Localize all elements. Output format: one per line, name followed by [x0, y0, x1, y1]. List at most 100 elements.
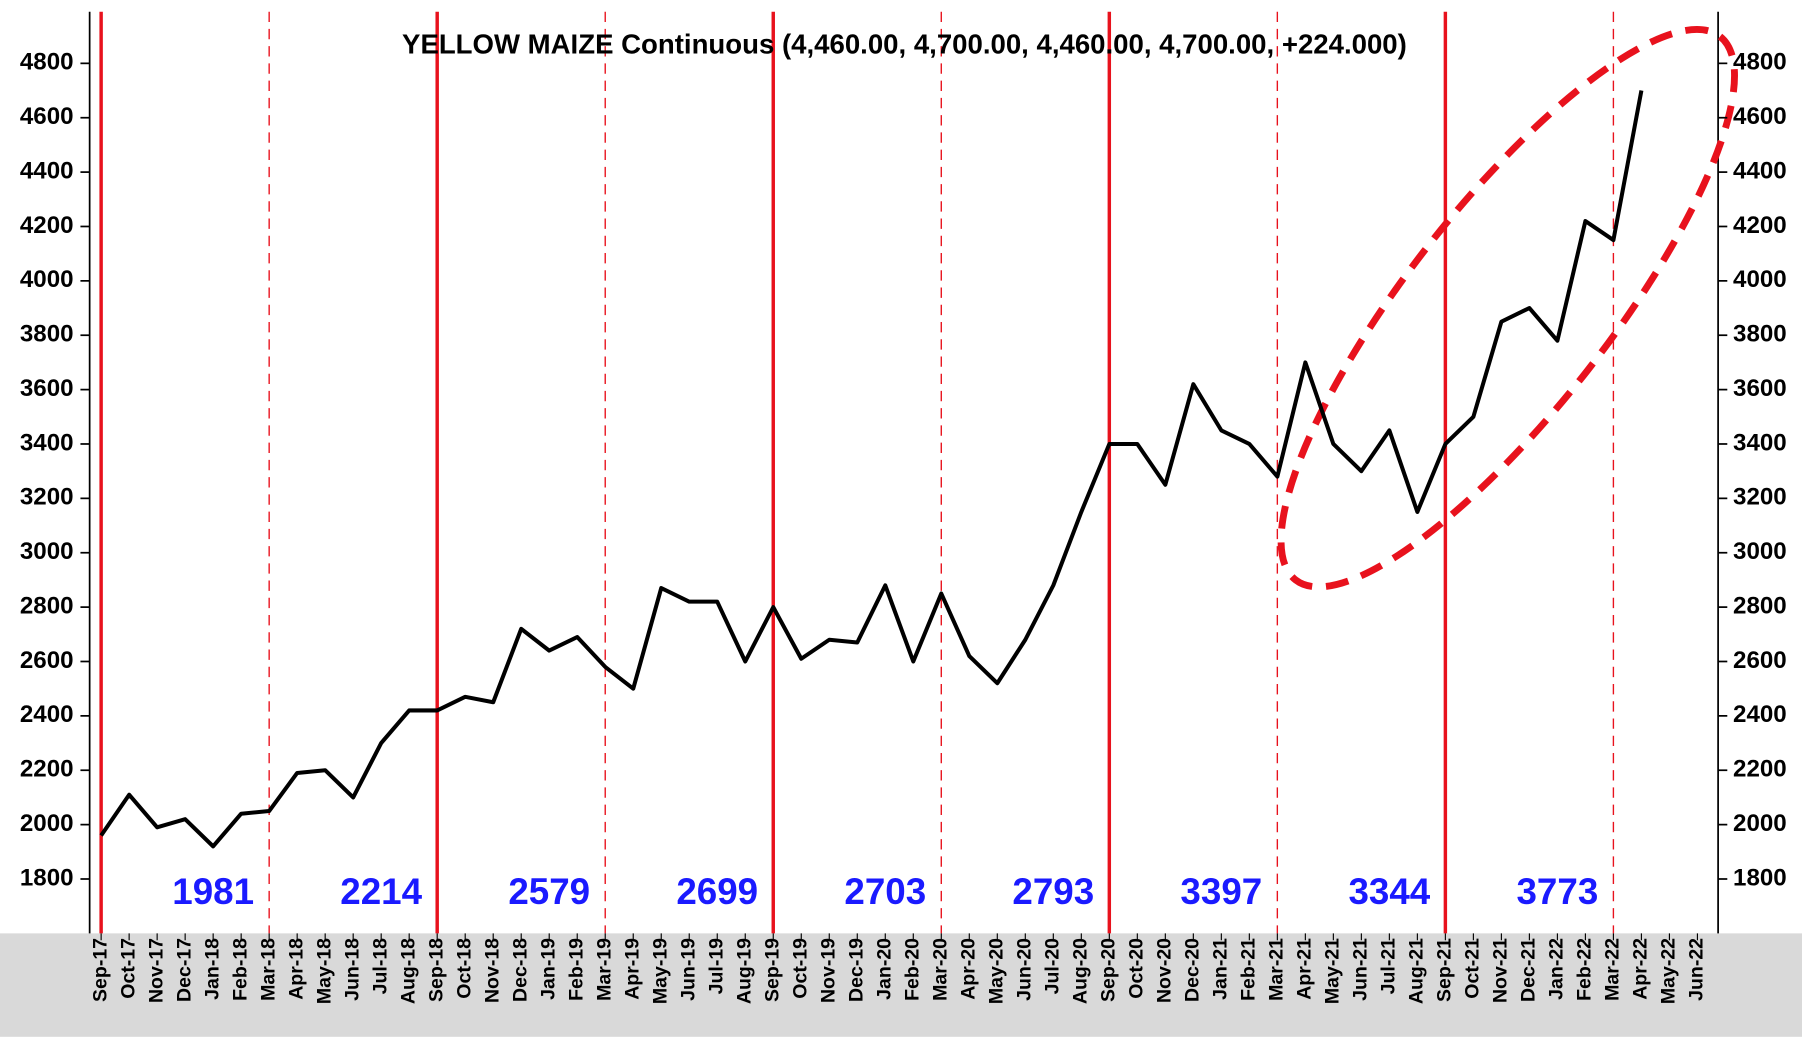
- x-tick-label: Oct-20: [1125, 938, 1147, 999]
- x-tick-label: Feb-18: [229, 938, 251, 1001]
- x-tick-label: Mar-20: [929, 938, 951, 1001]
- season-average: 2699: [676, 871, 758, 912]
- x-tick-label: Sep-18: [425, 938, 447, 1002]
- x-tick-label: Aug-19: [733, 938, 755, 1004]
- y2-tick-label: 1800: [1733, 864, 1787, 891]
- x-tick-label: May-18: [313, 938, 335, 1004]
- y-tick-label: 4000: [20, 266, 74, 293]
- season-lines: [99, 11, 1615, 934]
- x-tick-label: Oct-19: [789, 938, 811, 999]
- x-tick-label: Jun-22: [1686, 938, 1708, 1001]
- x-tick-label: Nov-18: [481, 938, 503, 1003]
- y2-tick-label: 2800: [1733, 592, 1787, 619]
- x-tick-label: May-20: [985, 938, 1007, 1004]
- x-tick-label: Dec-19: [845, 938, 867, 1002]
- x-tick-label: Oct-21: [1462, 938, 1484, 999]
- x-tick-label: Jul-19: [705, 938, 727, 995]
- y-tick-label: 2600: [20, 647, 74, 674]
- y2-tick-label: 4200: [1733, 212, 1787, 239]
- season-average: 2793: [1012, 871, 1094, 912]
- x-tick-label: Oct-17: [117, 938, 139, 999]
- x-tick-label: Sep-17: [89, 938, 111, 1002]
- x-tick-label: Nov-17: [145, 938, 167, 1003]
- price-line: [99, 90, 1644, 849]
- x-tick-label: Mar-18: [257, 938, 279, 1001]
- y2-tick-label: 4800: [1733, 49, 1787, 76]
- y-tick-label: 2800: [20, 592, 74, 619]
- season-average: 3397: [1180, 871, 1262, 912]
- x-tick-label: Jun-21: [1350, 938, 1372, 1001]
- x-tick-label: Jul-20: [1041, 938, 1063, 995]
- highlight-ellipse: [1277, 26, 1738, 591]
- x-tick-label: Aug-20: [1069, 938, 1091, 1004]
- x-tick-label: Jan-21: [1209, 938, 1231, 1000]
- x-tick-label: Apr-20: [957, 938, 979, 1000]
- y2-tick-label: 4600: [1733, 103, 1787, 130]
- x-tick-label: Oct-18: [453, 938, 475, 999]
- x-tick-label: Dec-17: [173, 938, 195, 1002]
- season-average: 3773: [1516, 871, 1598, 912]
- y-tick-label: 3800: [20, 321, 74, 348]
- x-tick-label: Jun-18: [341, 938, 363, 1001]
- x-axis-band: [0, 933, 1802, 1037]
- x-tick-label: Jul-21: [1378, 938, 1400, 995]
- y2-tick-label: 2200: [1733, 756, 1787, 783]
- y-tick-label: 4600: [20, 103, 74, 130]
- x-tick-label: Apr-21: [1294, 938, 1316, 1000]
- x-tick-label: Jun-20: [1013, 938, 1035, 1001]
- x-tick-label: Jan-20: [873, 938, 895, 1000]
- y-tick-label: 4400: [20, 157, 74, 184]
- y2-tick-label: 2600: [1733, 647, 1787, 674]
- x-tick-label: Aug-18: [397, 938, 419, 1004]
- y-tick-label: 2400: [20, 701, 74, 728]
- x-tick-label: Sep-21: [1434, 938, 1456, 1002]
- x-tick-label: Sep-20: [1097, 938, 1119, 1002]
- y-tick-label: 1800: [20, 864, 74, 891]
- y-tick-label: 3600: [20, 375, 74, 402]
- x-tick-label: Dec-18: [509, 938, 531, 1002]
- season-average: 2214: [340, 871, 422, 912]
- y-tick-label: 3000: [20, 538, 74, 565]
- y2-tick-label: 2400: [1733, 701, 1787, 728]
- x-tick-label: Nov-20: [1153, 938, 1175, 1003]
- x-tick-label: Sep-19: [761, 938, 783, 1002]
- y-tick-label: 4200: [20, 212, 74, 239]
- x-tick-label: Jan-22: [1546, 938, 1568, 1000]
- y2-tick-label: 4400: [1733, 157, 1787, 184]
- x-tick-label: Dec-21: [1518, 938, 1540, 1002]
- x-tick-label: Feb-22: [1574, 938, 1596, 1001]
- y2-tick-label: 3200: [1733, 484, 1787, 511]
- y2-tick-label: 3600: [1733, 375, 1787, 402]
- x-tick-label: May-22: [1658, 938, 1680, 1004]
- season-average: 3344: [1348, 871, 1430, 912]
- x-tick-label: Mar-22: [1602, 938, 1624, 1001]
- x-tick-label: May-21: [1322, 938, 1344, 1004]
- x-tick-label: Aug-21: [1406, 938, 1428, 1004]
- x-tick-label: Apr-19: [621, 938, 643, 1000]
- x-tick-label: Feb-21: [1237, 938, 1259, 1001]
- season-average: 2579: [508, 871, 590, 912]
- y2-tick-label: 2000: [1733, 810, 1787, 837]
- x-tick-label: Apr-18: [285, 938, 307, 1000]
- y2-tick-label: 3000: [1733, 538, 1787, 565]
- x-tick-label: Feb-20: [901, 938, 923, 1001]
- chart-title: YELLOW MAIZE Continuous (4,460.00, 4,700…: [402, 28, 1407, 59]
- x-tick-label: Jul-18: [369, 938, 391, 995]
- x-tick-label: Jan-19: [537, 938, 559, 1000]
- x-tick-label: Nov-21: [1490, 938, 1512, 1003]
- season-average: 1981: [172, 871, 254, 912]
- y-tick-label: 3200: [20, 484, 74, 511]
- x-tick-label: Nov-19: [817, 938, 839, 1003]
- y-tick-label: 2000: [20, 810, 74, 837]
- y-tick-label: 2200: [20, 756, 74, 783]
- y2-tick-label: 3400: [1733, 429, 1787, 456]
- x-tick-label: Mar-21: [1266, 938, 1288, 1001]
- y2-tick-label: 3800: [1733, 321, 1787, 348]
- y2-tick-label: 4000: [1733, 266, 1787, 293]
- x-tick-label: May-19: [649, 938, 671, 1004]
- x-tick-label: Apr-22: [1630, 938, 1652, 1000]
- season-average: 2703: [844, 871, 926, 912]
- y-tick-label: 4800: [20, 49, 74, 76]
- x-tick-label: Dec-20: [1181, 938, 1203, 1002]
